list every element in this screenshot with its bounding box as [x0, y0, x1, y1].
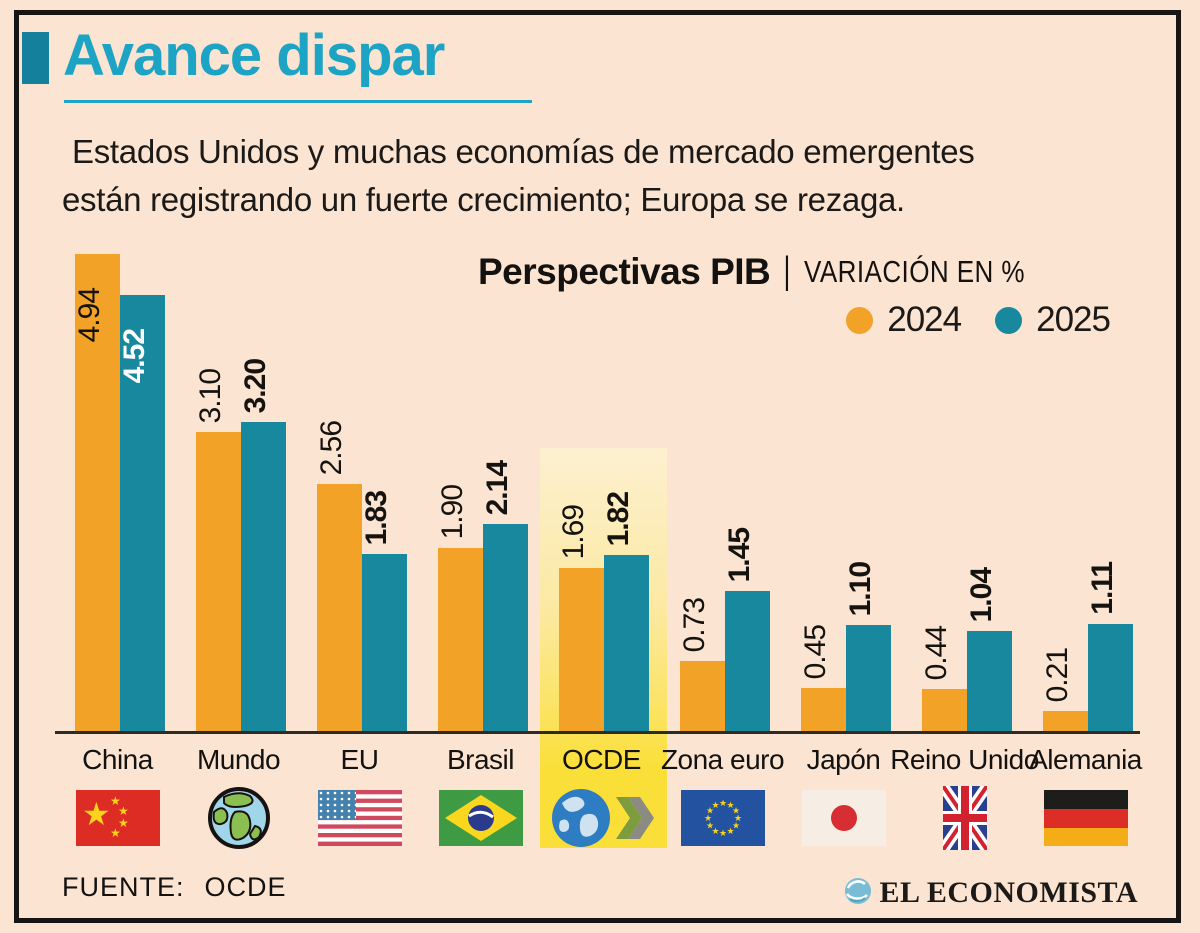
bar-value-label-2025-Reino Unido: 1.04	[965, 567, 998, 622]
bar-2024-Japón	[801, 688, 846, 731]
category-eu: EU	[299, 744, 420, 848]
category-china: China ★ ★ ★ ★ ★	[57, 744, 178, 848]
chart-frame-border	[14, 10, 1181, 923]
svg-text:★: ★	[711, 800, 719, 810]
bar-2025-EU	[362, 554, 407, 731]
chart-units-label: VARIACIÓN EN %	[804, 253, 1026, 289]
title-accent-square	[22, 32, 49, 84]
bar-value-label-2025-Mundo: 3.20	[239, 358, 272, 413]
legend-label-2025: 2025	[1036, 300, 1111, 339]
world-globe-icon	[206, 787, 272, 849]
category-label: OCDE	[562, 744, 641, 775]
plot-area: 4.94 3.10 2.56 1.90 1.69 0.73 0.45 0.44 0.21 4.52…	[55, 240, 1140, 734]
subtitle-line-1: Estados Unidos y muchas economías de mer…	[72, 133, 975, 170]
bar-2024-China	[75, 254, 120, 731]
bar-2025-OCDE	[604, 555, 649, 731]
brazil-flag-icon	[438, 788, 523, 848]
svg-text:★: ★	[82, 796, 111, 832]
chart-title-separator: |	[783, 250, 791, 292]
chart-legend: 2024 2025	[815, 300, 1111, 340]
category-label: Mundo	[196, 744, 281, 775]
chart-header: Perspectivas PIB | VARIACIÓN EN %	[478, 250, 1067, 293]
legend-dot-2025-icon	[995, 306, 1023, 334]
bar-2025-Brasil	[483, 524, 528, 731]
svg-text:★: ★	[703, 813, 711, 823]
category-reino-unido: Reino Unido	[890, 744, 1039, 850]
svg-text:★: ★	[731, 821, 739, 831]
svg-text:★: ★	[110, 826, 121, 840]
subtitle: Estados Unidos y muchas economías de mer…	[62, 128, 975, 224]
category-ocde: OCDE	[541, 744, 662, 848]
bar-value-label-2024-EU: 2.56	[315, 420, 348, 475]
category-label: Brasil	[446, 744, 515, 775]
bar-2024-Reino Unido	[922, 689, 967, 731]
category-label: EU	[340, 744, 379, 775]
page-title: Avance dispar	[63, 23, 445, 88]
category-label: Zona euro	[660, 744, 785, 775]
bar-value-label-2025-Brasil: 2.14	[481, 460, 514, 515]
svg-text:★: ★	[705, 806, 713, 816]
category-row: China ★ ★ ★ ★ ★ Mundo EU	[57, 744, 1146, 850]
category-alemania: Alemania	[1025, 744, 1146, 848]
bar-2025-Japón	[846, 625, 891, 731]
brand-logo: EL ECONOMISTA	[844, 876, 1139, 910]
legend-item-2025: 2025	[995, 300, 1111, 340]
bar-2024-OCDE	[559, 568, 604, 731]
svg-text:★: ★	[118, 816, 129, 830]
legend-item-2024: 2024	[846, 300, 962, 340]
source-value: OCDE	[204, 872, 287, 902]
bar-2025-Zona euro	[725, 591, 770, 731]
bar-value-label-2025-China: 4.52	[118, 328, 151, 383]
usa-flag-icon	[317, 788, 402, 848]
subtitle-line-2: están registrando un fuerte crecimiento;…	[62, 181, 905, 218]
svg-text:★: ★	[733, 813, 741, 823]
uk-flag-icon	[942, 786, 987, 850]
bar-value-label-2025-Zona euro: 1.45	[723, 527, 756, 582]
china-flag-icon: ★ ★ ★ ★ ★	[75, 788, 160, 848]
bar-2025-Mundo	[241, 422, 286, 731]
svg-text:★: ★	[718, 828, 726, 838]
legend-dot-2024-icon	[846, 306, 874, 334]
svg-text:★: ★	[110, 794, 121, 808]
brand-name: EL ECONOMISTA	[879, 876, 1138, 909]
legend-label-2024: 2024	[887, 300, 962, 339]
japan-flag-icon	[801, 788, 886, 848]
category-label: China	[82, 744, 153, 775]
svg-text:★: ★	[726, 800, 734, 810]
bar-value-label-2025-OCDE: 1.82	[602, 491, 635, 546]
chart-title: Perspectivas PIB	[478, 250, 771, 292]
bar-value-label-2025-Japón: 1.10	[844, 561, 877, 616]
bar-2025-Reino Unido	[967, 631, 1012, 731]
el-economista-globe-icon	[844, 877, 872, 910]
svg-text:★: ★	[718, 798, 726, 808]
category-brasil: Brasil	[420, 744, 541, 848]
germany-flag-icon	[1043, 788, 1128, 848]
bar-2024-EU	[317, 484, 362, 731]
source-note: FUENTE: OCDE	[62, 872, 287, 903]
svg-text:★: ★	[705, 821, 713, 831]
bar-2024-Mundo	[196, 432, 241, 731]
category-mundo: Mundo	[178, 744, 299, 849]
bar-value-label-2025-Alemania: 1.11	[1086, 562, 1119, 615]
category-label: Alemania	[1029, 744, 1142, 775]
svg-text:★: ★	[731, 806, 739, 816]
eu-flag-icon: ★ ★ ★ ★ ★ ★ ★ ★ ★ ★ ★ ★	[680, 788, 765, 848]
svg-text:★: ★	[711, 826, 719, 836]
category-label: Japón	[806, 744, 881, 775]
bar-2024-Zona euro	[680, 661, 725, 731]
bar-2024-Brasil	[438, 548, 483, 731]
category-zona-euro: Zona euro ★ ★ ★ ★ ★ ★ ★ ★ ★ ★ ★ ★	[660, 744, 785, 848]
bar-value-label-2025-EU: 1.83	[360, 490, 393, 545]
svg-text:★: ★	[118, 804, 129, 818]
svg-text:★: ★	[726, 826, 734, 836]
category-label: Reino Unido	[890, 744, 1039, 775]
bar-2025-Alemania	[1088, 624, 1133, 731]
title-underline	[64, 100, 532, 103]
bar-2024-Alemania	[1043, 711, 1088, 731]
category-japon: Japón	[783, 744, 904, 848]
oecd-logo-icon	[550, 788, 654, 848]
source-label: FUENTE:	[62, 872, 185, 902]
bar-2025-China	[120, 295, 165, 731]
